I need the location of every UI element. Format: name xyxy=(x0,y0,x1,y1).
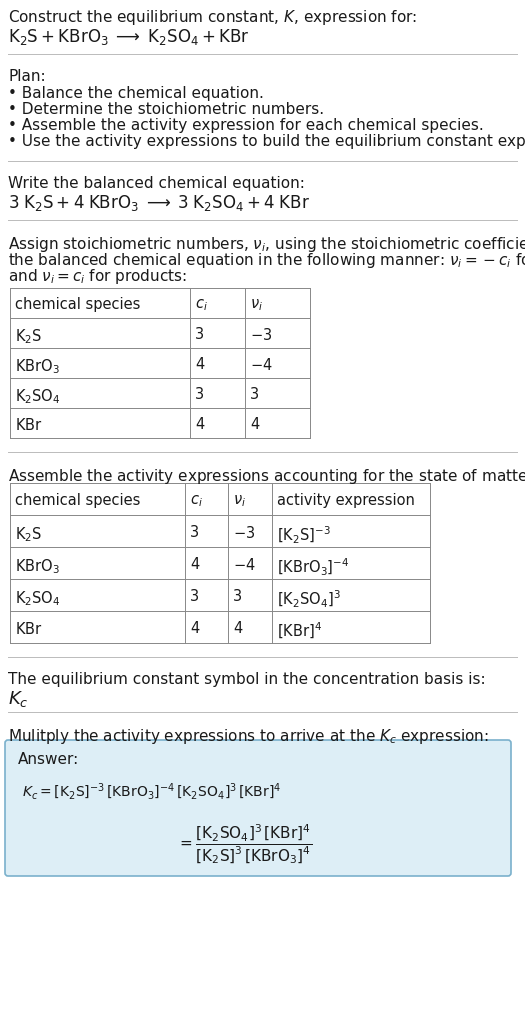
Text: 3: 3 xyxy=(195,386,204,401)
Text: $[\mathrm{K_2S}]^{-3}$: $[\mathrm{K_2S}]^{-3}$ xyxy=(277,525,331,546)
Text: chemical species: chemical species xyxy=(15,296,140,311)
Text: $\nu_i$: $\nu_i$ xyxy=(250,296,263,312)
Text: $K_c = [\mathrm{K_2S}]^{-3}\,[\mathrm{KBrO_3}]^{-4}\,[\mathrm{K_2SO_4}]^{3}\,[\m: $K_c = [\mathrm{K_2S}]^{-3}\,[\mathrm{KB… xyxy=(22,782,281,802)
Text: Assemble the activity expressions accounting for the state of matter and $\nu_i$: Assemble the activity expressions accoun… xyxy=(8,466,525,485)
Text: $\mathrm{K_2S}$: $\mathrm{K_2S}$ xyxy=(15,327,42,346)
Text: $[\mathrm{KBrO_3}]^{-4}$: $[\mathrm{KBrO_3}]^{-4}$ xyxy=(277,556,349,577)
FancyBboxPatch shape xyxy=(5,740,511,877)
Text: 3: 3 xyxy=(250,386,259,401)
Text: 4: 4 xyxy=(190,621,200,635)
Text: 3: 3 xyxy=(190,525,199,540)
Text: • Assemble the activity expression for each chemical species.: • Assemble the activity expression for e… xyxy=(8,118,484,132)
Text: Assign stoichiometric numbers, $\nu_i$, using the stoichiometric coefficients, $: Assign stoichiometric numbers, $\nu_i$, … xyxy=(8,235,525,254)
Text: $\mathrm{K_2S}$: $\mathrm{K_2S}$ xyxy=(15,525,42,543)
Text: $\mathrm{KBrO_3}$: $\mathrm{KBrO_3}$ xyxy=(15,556,60,575)
Text: 4: 4 xyxy=(195,357,204,372)
Text: $[\mathrm{KBr}]^{4}$: $[\mathrm{KBr}]^{4}$ xyxy=(277,621,322,641)
Text: 3: 3 xyxy=(190,588,199,604)
Text: 4: 4 xyxy=(250,417,259,432)
Text: $\mathrm{K_2SO_4}$: $\mathrm{K_2SO_4}$ xyxy=(15,386,60,405)
Text: $\nu_i$: $\nu_i$ xyxy=(233,492,246,509)
Text: $\mathrm{3\;K_2S + 4\;KBrO_3 \;\longrightarrow\; 3\;K_2SO_4 + 4\;KBr}$: $\mathrm{3\;K_2S + 4\;KBrO_3 \;\longrigh… xyxy=(8,193,310,212)
Text: Plan:: Plan: xyxy=(8,69,46,84)
Text: $-4$: $-4$ xyxy=(233,556,256,572)
Text: $K_c$: $K_c$ xyxy=(8,688,28,709)
Text: $\mathrm{KBrO_3}$: $\mathrm{KBrO_3}$ xyxy=(15,357,60,375)
Text: Construct the equilibrium constant, $K$, expression for:: Construct the equilibrium constant, $K$,… xyxy=(8,8,417,27)
Text: 4: 4 xyxy=(195,417,204,432)
Text: 4: 4 xyxy=(190,556,200,571)
Text: $\mathrm{K_2SO_4}$: $\mathrm{K_2SO_4}$ xyxy=(15,588,60,607)
Text: $= \dfrac{[\mathrm{K_2SO_4}]^{3}\,[\mathrm{KBr}]^{4}}{[\mathrm{K_2S}]^{3}\,[\mat: $= \dfrac{[\mathrm{K_2SO_4}]^{3}\,[\math… xyxy=(177,821,312,864)
Text: Write the balanced chemical equation:: Write the balanced chemical equation: xyxy=(8,176,305,191)
Text: 4: 4 xyxy=(233,621,242,635)
Text: Answer:: Answer: xyxy=(18,751,79,766)
Text: $-4$: $-4$ xyxy=(250,357,272,373)
Text: activity expression: activity expression xyxy=(277,492,415,508)
Text: $\mathrm{KBr}$: $\mathrm{KBr}$ xyxy=(15,417,43,433)
Text: 3: 3 xyxy=(233,588,242,604)
Text: and $\nu_i = c_i$ for products:: and $\nu_i = c_i$ for products: xyxy=(8,267,187,286)
Text: the balanced chemical equation in the following manner: $\nu_i = -c_i$ for react: the balanced chemical equation in the fo… xyxy=(8,251,525,270)
Text: chemical species: chemical species xyxy=(15,492,140,508)
Text: $[\mathrm{K_2SO_4}]^{3}$: $[\mathrm{K_2SO_4}]^{3}$ xyxy=(277,588,341,610)
Text: $-3$: $-3$ xyxy=(233,525,255,541)
Text: $-3$: $-3$ xyxy=(250,327,272,343)
Text: $c_i$: $c_i$ xyxy=(190,492,203,509)
Text: $\mathrm{K_2S + KBrO_3 \;\longrightarrow\; K_2SO_4 + KBr}$: $\mathrm{K_2S + KBrO_3 \;\longrightarrow… xyxy=(8,27,250,47)
Text: The equilibrium constant symbol in the concentration basis is:: The equilibrium constant symbol in the c… xyxy=(8,671,486,686)
Text: • Determine the stoichiometric numbers.: • Determine the stoichiometric numbers. xyxy=(8,102,324,117)
Text: • Use the activity expressions to build the equilibrium constant expression.: • Use the activity expressions to build … xyxy=(8,133,525,149)
Text: $\mathrm{KBr}$: $\mathrm{KBr}$ xyxy=(15,621,43,636)
Text: 3: 3 xyxy=(195,327,204,342)
Text: Mulitply the activity expressions to arrive at the $K_c$ expression:: Mulitply the activity expressions to arr… xyxy=(8,726,489,745)
Text: $c_i$: $c_i$ xyxy=(195,296,208,312)
Text: • Balance the chemical equation.: • Balance the chemical equation. xyxy=(8,86,264,101)
